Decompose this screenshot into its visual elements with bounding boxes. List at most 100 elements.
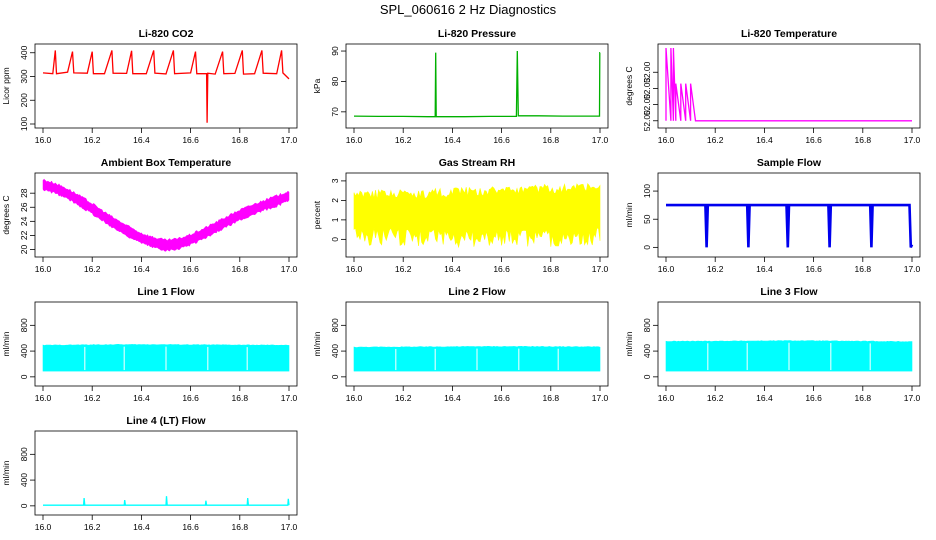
x-tick-label: 16.8	[543, 393, 560, 403]
y-tick-label: 800	[19, 447, 29, 461]
y-tick-label: 20	[19, 244, 29, 254]
y-tick-label: 400	[19, 473, 29, 487]
y-tick-label: 0	[642, 245, 652, 250]
x-tick-label: 16.4	[133, 264, 150, 274]
panel-title: Line 4 (LT) Flow	[126, 415, 206, 427]
x-tick-label: 16.0	[35, 135, 52, 145]
y-axis-label: ml/min	[624, 202, 634, 227]
y-axis-label: percent	[312, 200, 322, 229]
x-tick-label: 16.4	[133, 135, 150, 145]
y-tick-label: 52.00	[642, 110, 652, 132]
plot-frame	[345, 172, 609, 258]
series-line	[665, 47, 912, 122]
x-tick-label: 17.0	[592, 135, 609, 145]
x-tick-label: 16.4	[756, 393, 773, 403]
y-tick-label: 400	[330, 344, 340, 358]
x-tick-label: 16.6	[805, 135, 822, 145]
x-tick-label: 16.6	[493, 135, 510, 145]
panel-4: Ambient Box Temperature degrees C 16.0 16.2…	[1, 157, 298, 274]
y-tick-label: 400	[19, 45, 29, 59]
y-axis-label: ml/min	[624, 331, 634, 356]
series-line	[42, 50, 290, 123]
x-tick-label: 17.0	[904, 393, 921, 403]
x-tick-label: 16.8	[855, 393, 872, 403]
x-tick-label: 16.6	[493, 264, 510, 274]
series-line	[666, 203, 914, 248]
panel-title: Sample Flow	[757, 157, 822, 169]
y-tick-label: 800	[642, 318, 652, 332]
x-tick-label: 16.4	[444, 393, 461, 403]
y-tick-label: 300	[19, 69, 29, 83]
x-tick-label: 16.4	[133, 393, 150, 403]
plot-frame	[657, 43, 921, 129]
x-tick-label: 16.2	[395, 393, 412, 403]
panel-6: Sample Flow ml/min 16.0 16.2 16.4 16.6 16.8 17.…	[624, 157, 921, 274]
x-tick-label: 16.0	[658, 135, 675, 145]
y-axis-label: Licor ppm	[1, 67, 11, 104]
plot-frame	[34, 430, 298, 516]
x-tick-label: 16.0	[346, 135, 363, 145]
series-band	[353, 183, 601, 249]
y-tick-label: 400	[642, 344, 652, 358]
panel-5: Gas Stream RH percent 16.0 16.2 16.4 16.6 16.8…	[312, 157, 609, 274]
x-tick-label: 16.6	[493, 393, 510, 403]
x-tick-label: 16.0	[346, 393, 363, 403]
y-axis-label: ml/min	[312, 331, 322, 356]
y-tick-label: 400	[19, 344, 29, 358]
panel-title: Ambient Box Temperature	[101, 157, 232, 169]
x-tick-label: 17.0	[592, 264, 609, 274]
x-tick-label: 16.0	[35, 393, 52, 403]
x-tick-label: 16.6	[182, 264, 199, 274]
panel-8: Line 2 Flow ml/min 16.0 16.2 16.4 16.6 16.8 17.…	[312, 286, 609, 403]
x-tick-label: 16.0	[346, 264, 363, 274]
x-tick-label: 16.4	[444, 135, 461, 145]
series-line	[43, 496, 290, 506]
y-axis-label: ml/min	[1, 460, 11, 485]
y-tick-label: 28	[19, 188, 29, 198]
x-tick-label: 17.0	[904, 264, 921, 274]
x-tick-label: 16.0	[35, 264, 52, 274]
x-tick-label: 17.0	[281, 135, 298, 145]
x-tick-label: 16.2	[707, 393, 724, 403]
x-tick-label: 16.8	[855, 135, 872, 145]
x-tick-label: 16.4	[756, 264, 773, 274]
x-tick-label: 16.0	[658, 264, 675, 274]
plot-frame	[34, 301, 298, 387]
y-tick-label: 100	[19, 117, 29, 131]
panel-2: Li-820 Pressure kPa 16.0 16.2 16.4 16.6 16.8 17…	[312, 28, 609, 145]
x-tick-label: 16.8	[543, 264, 560, 274]
x-tick-label: 16.8	[232, 264, 249, 274]
x-tick-label: 17.0	[281, 522, 298, 532]
panel-7: Line 1 Flow ml/min 16.0 16.2 16.4 16.6 16.8 17.…	[1, 286, 298, 403]
x-tick-label: 16.2	[84, 264, 101, 274]
y-tick-label: 26	[19, 202, 29, 212]
y-tick-label: 3	[330, 178, 340, 183]
panel-title: Gas Stream RH	[439, 157, 515, 169]
panel-10: Line 4 (LT) Flow ml/min 16.0 16.2 16.4 16.6 16…	[1, 415, 298, 532]
x-tick-label: 16.6	[805, 264, 822, 274]
panel-title: Line 2 Flow	[448, 286, 506, 298]
panel-title: Line 1 Flow	[137, 286, 195, 298]
y-tick-label: 800	[19, 318, 29, 332]
y-tick-label: 52.00	[642, 94, 652, 116]
x-tick-label: 16.8	[543, 135, 560, 145]
panel-title: Li-820 Pressure	[438, 28, 516, 40]
y-tick-label: 0	[330, 374, 340, 379]
x-tick-label: 16.6	[182, 522, 199, 532]
figure-title: SPL_060616 2 Hz Diagnostics	[379, 2, 557, 17]
x-tick-label: 16.4	[133, 522, 150, 532]
y-tick-label: 0	[330, 237, 340, 242]
y-axis-label: degrees C	[624, 66, 634, 105]
y-axis-label: degrees C	[1, 195, 11, 234]
x-tick-label: 16.4	[756, 135, 773, 145]
y-tick-label: 100	[642, 184, 652, 198]
x-tick-label: 16.6	[182, 393, 199, 403]
plot-frame	[345, 43, 609, 129]
x-tick-label: 16.2	[707, 264, 724, 274]
x-tick-label: 17.0	[592, 393, 609, 403]
x-tick-label: 16.6	[805, 393, 822, 403]
y-tick-label: 800	[330, 318, 340, 332]
x-tick-label: 17.0	[281, 264, 298, 274]
series-band	[42, 178, 290, 252]
